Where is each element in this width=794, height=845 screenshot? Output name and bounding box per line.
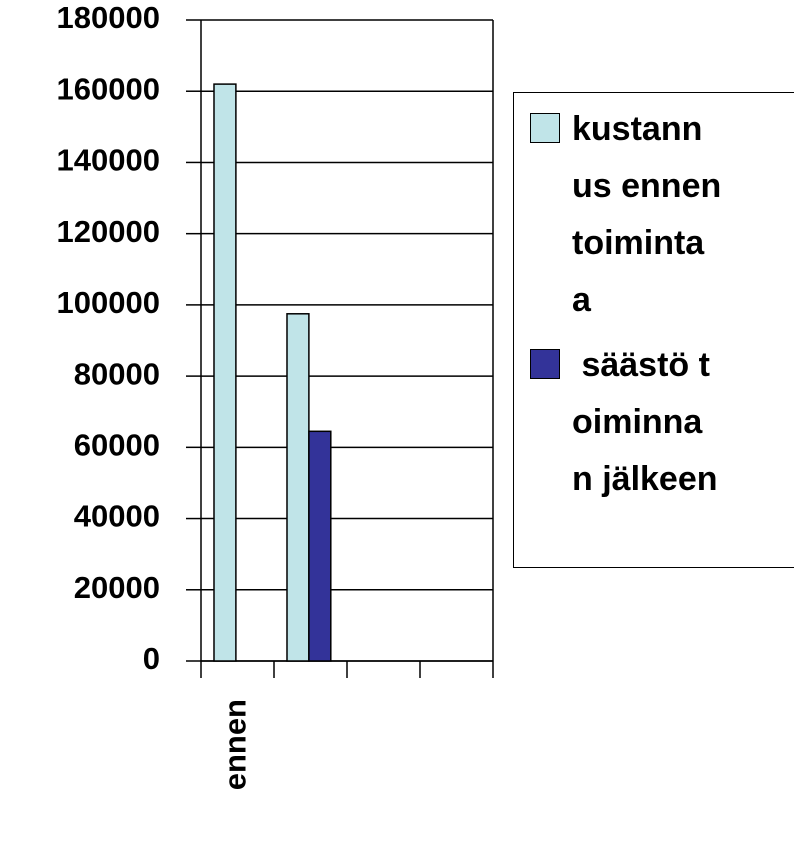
- y-tick-label: 160000: [57, 71, 160, 106]
- x-tick-label: ennen: [218, 699, 253, 790]
- bar: [286, 313, 310, 662]
- y-tick-label: 100000: [57, 285, 160, 320]
- y-tick-label: 60000: [74, 428, 160, 463]
- legend: kustannus ennen toimintaa säästö toiminn…: [513, 92, 794, 568]
- legend-swatch: [530, 349, 560, 379]
- legend-entry: kustannus ennen toimintaa: [530, 101, 794, 329]
- bar: [308, 430, 332, 662]
- legend-entry: säästö toiminnan jälkeen: [530, 337, 794, 508]
- y-tick-label: 40000: [74, 499, 160, 534]
- y-tick-label: 120000: [57, 214, 160, 249]
- y-tick-label: 80000: [74, 356, 160, 391]
- legend-label: säästö toiminnan jälkeen: [572, 346, 718, 498]
- legend-label: kustannus ennen toimintaa: [572, 110, 731, 319]
- y-tick-label: 140000: [57, 143, 160, 178]
- y-tick-label: 20000: [74, 570, 160, 605]
- legend-swatch: [530, 113, 560, 143]
- bar: [213, 83, 237, 662]
- y-tick-label: 180000: [57, 0, 160, 35]
- y-tick-label: 0: [143, 641, 160, 676]
